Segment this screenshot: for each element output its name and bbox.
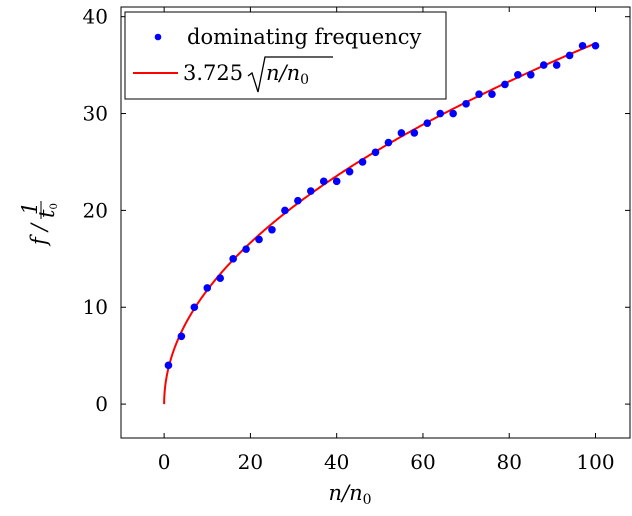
y-tick-label: 20 [83, 198, 108, 222]
data-point-2 [177, 332, 186, 341]
x-tick-label: 60 [410, 450, 435, 474]
legend-sqrt-sign [247, 56, 333, 93]
x-tick-label: 0 [158, 450, 171, 474]
data-point-13 [319, 177, 328, 186]
data-point-9 [268, 225, 276, 234]
x-tick-label: 100 [576, 450, 614, 474]
y-axis-label-slash: / [27, 222, 51, 233]
data-point-7 [242, 245, 250, 253]
data-point-5 [216, 274, 225, 282]
data-point-24 [462, 100, 470, 108]
data-point-4 [203, 284, 212, 292]
data-point-34 [591, 41, 600, 50]
data-point-30 [539, 61, 548, 69]
x-axis-label-main: n/n [328, 481, 362, 505]
legend-marker-dominating-frequency [154, 33, 162, 41]
y-axis-label: f / 1 t0 [18, 201, 60, 247]
legend: dominating frequency 3.725 n/n0 [124, 11, 447, 100]
legend-label-fit-expression: n/n0 [266, 61, 309, 88]
legend-fit-expression-main: n/n [266, 61, 300, 85]
y-tick-label: 30 [83, 102, 108, 126]
legend-box [124, 11, 447, 100]
data-point-31 [552, 61, 561, 69]
data-point-16 [358, 158, 367, 166]
data-point-21 [423, 119, 432, 128]
data-point-1 [164, 361, 173, 370]
data-point-32 [565, 51, 574, 60]
y-axis-label-denominator-t: t [35, 209, 59, 218]
legend-label-fit-coefficient: 3.725 [183, 61, 243, 85]
legend-fit-expression-sub: 0 [300, 72, 309, 88]
data-point-14 [332, 177, 341, 186]
data-point-17 [371, 148, 380, 157]
data-point-10 [281, 206, 289, 215]
data-point-33 [578, 41, 587, 50]
data-point-18 [384, 138, 393, 147]
data-point-12 [307, 187, 315, 195]
x-tick-label: 20 [238, 450, 263, 474]
x-tick-label: 40 [324, 450, 349, 474]
y-axis-label-f: f [27, 234, 51, 247]
data-point-26 [488, 90, 496, 98]
x-axis-label-sub: 0 [363, 492, 372, 508]
y-axis-label-numerator: 1 [18, 202, 42, 215]
data-point-20 [410, 129, 419, 137]
x-tick-label: 80 [496, 450, 521, 474]
data-point-29 [526, 71, 535, 79]
data-point-19 [397, 129, 406, 137]
y-axis-label-denominator-sub: 0 [49, 203, 60, 209]
data-point-25 [475, 90, 483, 98]
data-point-27 [501, 80, 509, 89]
plot-frame [120, 6, 631, 439]
x-axis-label: n/n0 [328, 481, 371, 508]
legend-label-dominating-frequency: dominating frequency [187, 25, 421, 49]
data-point-23 [449, 109, 457, 118]
data-point-28 [514, 71, 522, 79]
data-point-22 [436, 109, 445, 118]
data-point-11 [294, 196, 302, 205]
y-tick-label: 0 [95, 392, 108, 416]
data-point-3 [190, 303, 199, 312]
y-ticks-layer: 0 10 20 30 40 [83, 5, 630, 416]
data-point-8 [255, 235, 263, 244]
data-point-15 [345, 167, 354, 176]
y-tick-label: 10 [83, 295, 108, 319]
y-axis-label-denominator: t0 [35, 203, 60, 218]
y-tick-label: 40 [83, 5, 108, 29]
data-points-layer [164, 41, 600, 370]
data-point-6 [229, 255, 237, 263]
x-ticks-layer: 0 20 40 60 80 100 [158, 7, 615, 474]
plot-area: 0 20 40 60 80 100 0 10 20 30 40 [83, 5, 631, 474]
